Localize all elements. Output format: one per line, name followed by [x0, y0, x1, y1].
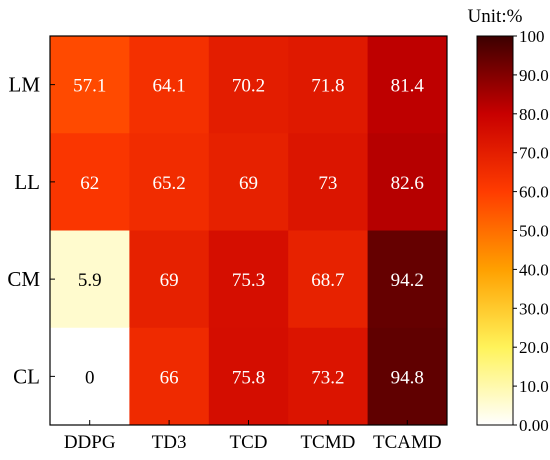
- cell-value-label: 57.1: [73, 76, 106, 97]
- row-label: LL: [14, 170, 40, 194]
- cell-value-label: 5.9: [78, 270, 102, 291]
- unit-label: Unit:%: [468, 6, 523, 27]
- colorbar: [476, 35, 514, 426]
- column-label: TCD: [230, 432, 268, 453]
- heatmap-cell: [208, 230, 289, 329]
- colorbar-tick-label: 0.00: [519, 416, 549, 435]
- colorbar-tick-label: 10.0: [519, 377, 549, 396]
- cell-value-label: 69: [239, 173, 258, 194]
- heatmap-cell: [50, 327, 130, 426]
- colorbar-tick-label: 90.0: [519, 66, 549, 85]
- colorbar-tick-label: 30.0: [519, 299, 549, 318]
- heatmap-cell: [208, 36, 289, 134]
- cell-value-label: 75.8: [232, 367, 265, 388]
- row-label: CM: [7, 267, 40, 291]
- cell-value-label: 62: [80, 173, 99, 194]
- heatmap-cell: [208, 327, 289, 426]
- heatmap-cell: [129, 230, 210, 329]
- heatmap-cell: [367, 36, 448, 134]
- heatmap-cell: [129, 327, 210, 426]
- cell-value-label: 81.4: [391, 76, 425, 97]
- heatmap-cell: [288, 133, 369, 231]
- column-label: TCMD: [300, 432, 355, 453]
- cell-value-label: 82.6: [391, 173, 424, 194]
- cell-value-label: 71.8: [311, 76, 344, 97]
- heatmap-cell: [129, 36, 210, 134]
- colorbar-tick-label: 80.0: [519, 105, 549, 124]
- cell-value-label: 73.2: [311, 367, 344, 388]
- colorbar-tick-label: 70.0: [519, 144, 549, 163]
- row-label: CL: [13, 364, 40, 388]
- heatmap-cell: [50, 36, 130, 134]
- cell-value-label: 0: [85, 367, 95, 388]
- row-label: LM: [9, 73, 41, 97]
- cell-value-label: 68.7: [311, 270, 344, 291]
- cell-value-label: 64.1: [152, 76, 185, 97]
- heatmap-cell: [367, 327, 448, 426]
- cell-value-label: 75.3: [232, 270, 265, 291]
- heatmap-cell: [208, 133, 289, 231]
- heatmap-cell: [367, 133, 448, 231]
- cell-value-label: 65.2: [152, 173, 185, 194]
- heatmap-cell: [367, 230, 448, 329]
- cell-value-label: 66: [160, 367, 179, 388]
- colorbar-tick-label: 100: [519, 27, 545, 46]
- colorbar-tick-label: 40.0: [519, 260, 549, 279]
- heatmap-cell: [129, 133, 210, 231]
- row-labels: LM LL CM CL: [7, 73, 55, 388]
- colorbar-tick-label: 20.0: [519, 338, 549, 357]
- cell-value-label: 70.2: [232, 76, 265, 97]
- heatmap-cell: [288, 327, 369, 426]
- colorbar-ticks: 0.00 10.0 20.0 30.0 40.0 50.0 60.0 70.0 80.0 90.0…: [513, 27, 549, 435]
- cell-value-labels: 57.1 64.1 70.2 71.8 81.4 62 65.2 69 73 82.6 5.9 69 7…: [73, 76, 424, 389]
- column-label: TCAMD: [373, 432, 442, 453]
- column-label: TD3: [152, 432, 187, 453]
- cell-value-label: 73: [318, 173, 337, 194]
- heatmap-cells: [50, 36, 448, 426]
- cell-value-label: 69: [160, 270, 179, 291]
- column-label: DDPG: [64, 432, 116, 453]
- colorbar-tick-label: 50.0: [519, 222, 549, 241]
- colorbar-tick-label: 60.0: [519, 183, 549, 202]
- cell-value-label: 94.2: [391, 270, 424, 291]
- heatmap-cell: [50, 133, 130, 231]
- cell-value-label: 94.8: [391, 367, 424, 388]
- heatmap-cell: [288, 230, 369, 329]
- column-labels: DDPG TD3 TCD TCMD TCAMD: [64, 420, 442, 453]
- heatmap-cell: [288, 36, 369, 134]
- heatmap-cell: [50, 230, 130, 329]
